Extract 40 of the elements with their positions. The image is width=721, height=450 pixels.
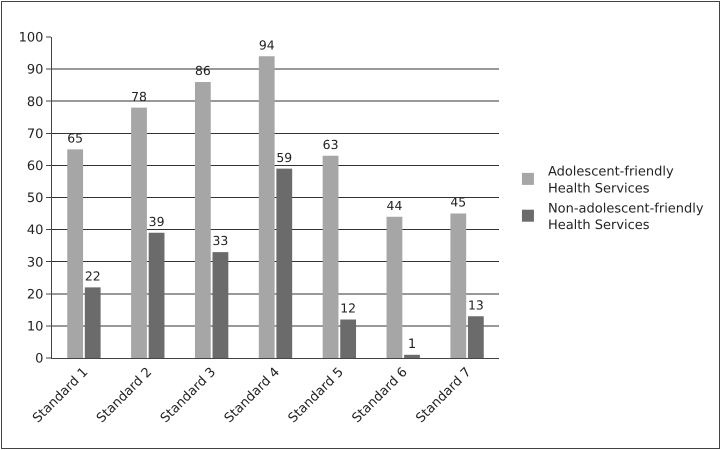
bar	[450, 214, 466, 358]
y-tick-label: 60	[26, 158, 44, 174]
y-tick-label: 70	[26, 126, 44, 142]
bar	[67, 149, 84, 358]
data-label: 63	[322, 136, 338, 152]
y-tick-label: 30	[26, 255, 44, 270]
data-label: 45	[450, 194, 466, 210]
bar	[340, 319, 356, 358]
y-tick-label: 0	[35, 352, 44, 367]
data-label: 1	[408, 336, 416, 352]
bar	[131, 108, 147, 358]
data-label: 44	[386, 198, 402, 213]
bar	[84, 287, 101, 358]
y-tick-label: 50	[26, 191, 44, 206]
bar	[194, 82, 211, 358]
bar	[276, 168, 292, 358]
bar	[404, 354, 420, 358]
data-label: 94	[258, 37, 275, 52]
y-tick-label: 40	[26, 223, 44, 238]
bar	[322, 156, 338, 358]
data-label: 39	[148, 214, 165, 229]
data-label: 22	[84, 268, 101, 284]
data-label: 65	[67, 130, 84, 146]
bar	[386, 216, 402, 358]
bar	[148, 232, 164, 358]
y-tick-label: 80	[26, 94, 44, 110]
data-label: 33	[212, 233, 228, 248]
y-tick-label: 10	[26, 319, 44, 334]
data-label: 12	[340, 300, 356, 316]
data-label: 59	[276, 150, 292, 165]
legend-label: Non-adolescent-friendly Health Services	[548, 201, 704, 234]
bar	[468, 316, 484, 358]
data-label: 78	[131, 88, 147, 104]
data-label: 13	[468, 297, 484, 312]
y-tick-label: 20	[26, 287, 44, 302]
bar	[212, 252, 228, 358]
y-tick-label: 90	[26, 62, 44, 78]
bar	[258, 56, 275, 358]
legend-label: Adolescent-friendly Health Services	[548, 164, 674, 196]
y-tick-label: 100	[18, 30, 44, 46]
